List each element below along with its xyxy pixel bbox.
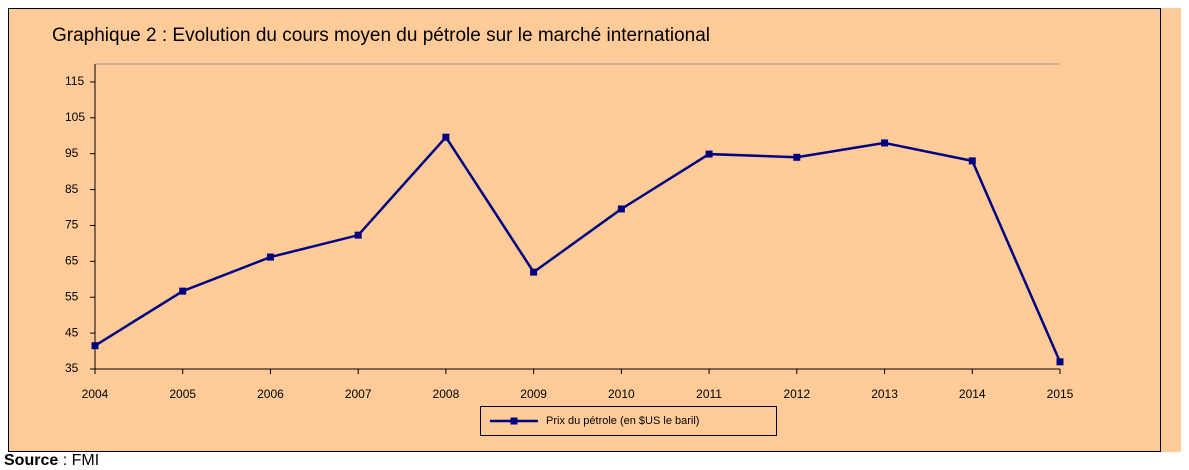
source: Source : FMI — [4, 452, 99, 470]
point — [793, 153, 801, 161]
source-label: Source — [4, 452, 59, 469]
point — [266, 253, 274, 261]
x-tick-label: 2014 — [959, 387, 986, 401]
x-tick-label: 2005 — [169, 387, 196, 401]
x-tick-label: 2013 — [871, 387, 898, 401]
x-tick-label: 2008 — [433, 387, 460, 401]
point — [179, 287, 187, 295]
chart-area — [8, 8, 1161, 452]
y-tick-label: 105 — [65, 110, 85, 124]
y-tick-label: 95 — [65, 146, 79, 160]
point — [705, 150, 713, 158]
legend-label: Prix du pétrole (en $US le baril) — [546, 415, 699, 427]
y-tick-label: 115 — [65, 74, 84, 88]
y-tick-label: 65 — [65, 254, 79, 268]
y-tick-label: 75 — [65, 218, 79, 232]
x-tick-label: 2004 — [82, 387, 109, 401]
x-tick-label: 2009 — [520, 387, 547, 401]
y-tick-label: 35 — [65, 361, 79, 375]
point — [881, 139, 889, 147]
y-tick-label: 45 — [65, 325, 79, 339]
series-line — [94, 135, 1062, 363]
legend-box — [480, 406, 777, 436]
x-tick-label: 2011 — [696, 387, 722, 401]
y-tick-label: 55 — [65, 289, 79, 303]
point — [354, 231, 362, 239]
chart: Graphique 2 : Evolution du cours moyen d… — [8, 8, 1181, 452]
point — [617, 205, 625, 213]
point — [968, 157, 976, 165]
x-tick-label: 2012 — [783, 387, 810, 401]
point — [91, 342, 99, 350]
x-tick-label: 2006 — [257, 387, 284, 401]
point — [530, 268, 538, 276]
x-tick-label: 2015 — [1047, 387, 1074, 401]
legend-marker — [510, 417, 518, 425]
source-text: : FMI — [58, 452, 100, 469]
x-tick-label: 2010 — [608, 387, 635, 401]
chart-title: Graphique 2 : Evolution du cours moyen d… — [52, 25, 710, 46]
x-tick-label: 2007 — [345, 387, 372, 401]
point — [1056, 358, 1064, 366]
y-tick-label: 85 — [65, 182, 79, 196]
side-strip — [1161, 8, 1181, 452]
point — [442, 133, 450, 141]
